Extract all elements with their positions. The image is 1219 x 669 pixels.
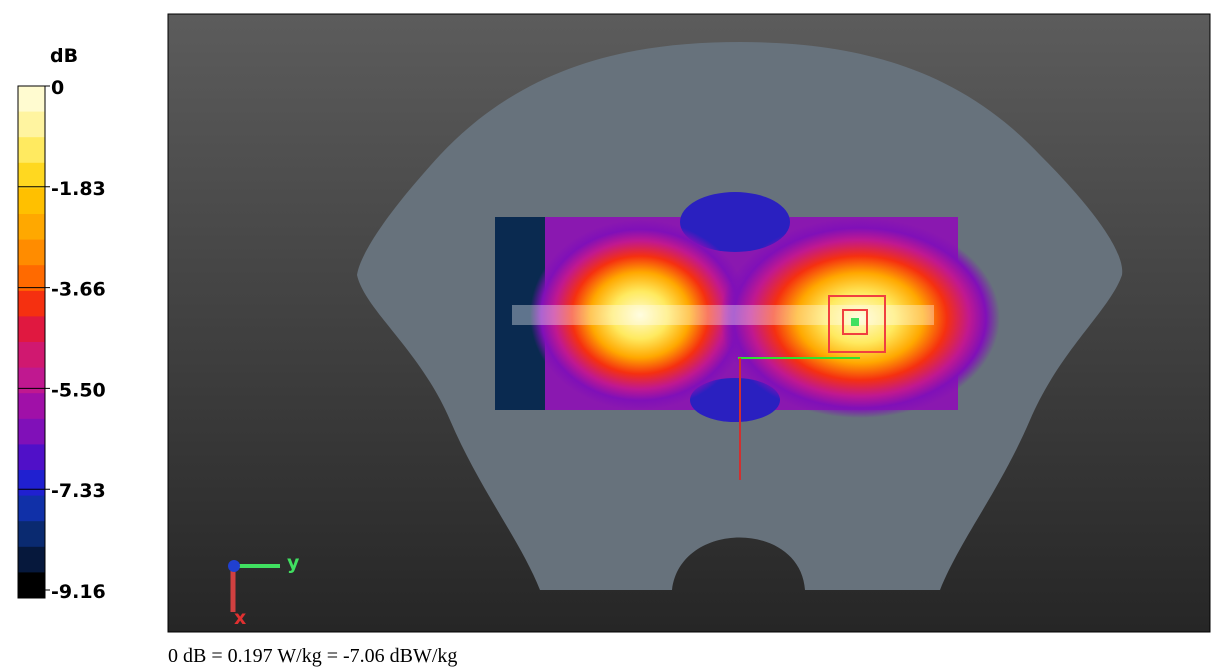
colorbar-band [18, 572, 45, 599]
colorbar-unit: dB [50, 45, 78, 67]
colorbar-label: -3.66 [51, 279, 106, 301]
hotspot [530, 220, 750, 410]
zoom-box [828, 295, 886, 353]
colorbar-band [18, 111, 45, 138]
hotspot [720, 218, 1000, 418]
colorbar-label: -7.33 [51, 480, 106, 502]
scan-low [680, 192, 790, 252]
colorbar-band [18, 316, 45, 343]
peak [851, 318, 859, 326]
colorbar-band [18, 214, 45, 241]
colorbar-band [18, 367, 45, 394]
colorbar-band [18, 290, 45, 317]
colorbar-band [18, 495, 45, 522]
axis-glyph [228, 560, 240, 572]
axis-label: x [234, 607, 246, 629]
colorbar-label: -9.16 [51, 581, 106, 603]
colorbar-band [18, 86, 45, 113]
colorbar-band [18, 444, 45, 471]
colorbar-band [18, 418, 45, 445]
colorbar-band [18, 521, 45, 548]
colorbar-label: -1.83 [51, 178, 106, 200]
colorbar-label: -5.50 [51, 379, 106, 401]
colorbar-label: 0 [51, 77, 64, 99]
caption: 0 dB = 0.197 W/kg = -7.06 dBW/kg [168, 645, 457, 667]
colorbar-band [18, 239, 45, 266]
axis-label: y [287, 552, 300, 574]
scan-low [690, 378, 780, 422]
colorbar-band [18, 342, 45, 369]
zoom-box [842, 309, 868, 335]
colorbar-band [18, 137, 45, 164]
colorbar-band [18, 546, 45, 573]
colorbar-band [18, 470, 45, 497]
scan-line [512, 305, 934, 325]
colorbar-band [18, 265, 45, 292]
colorbar-band [18, 162, 45, 189]
colorbar-band [18, 393, 45, 420]
colorbar-band [18, 188, 45, 215]
